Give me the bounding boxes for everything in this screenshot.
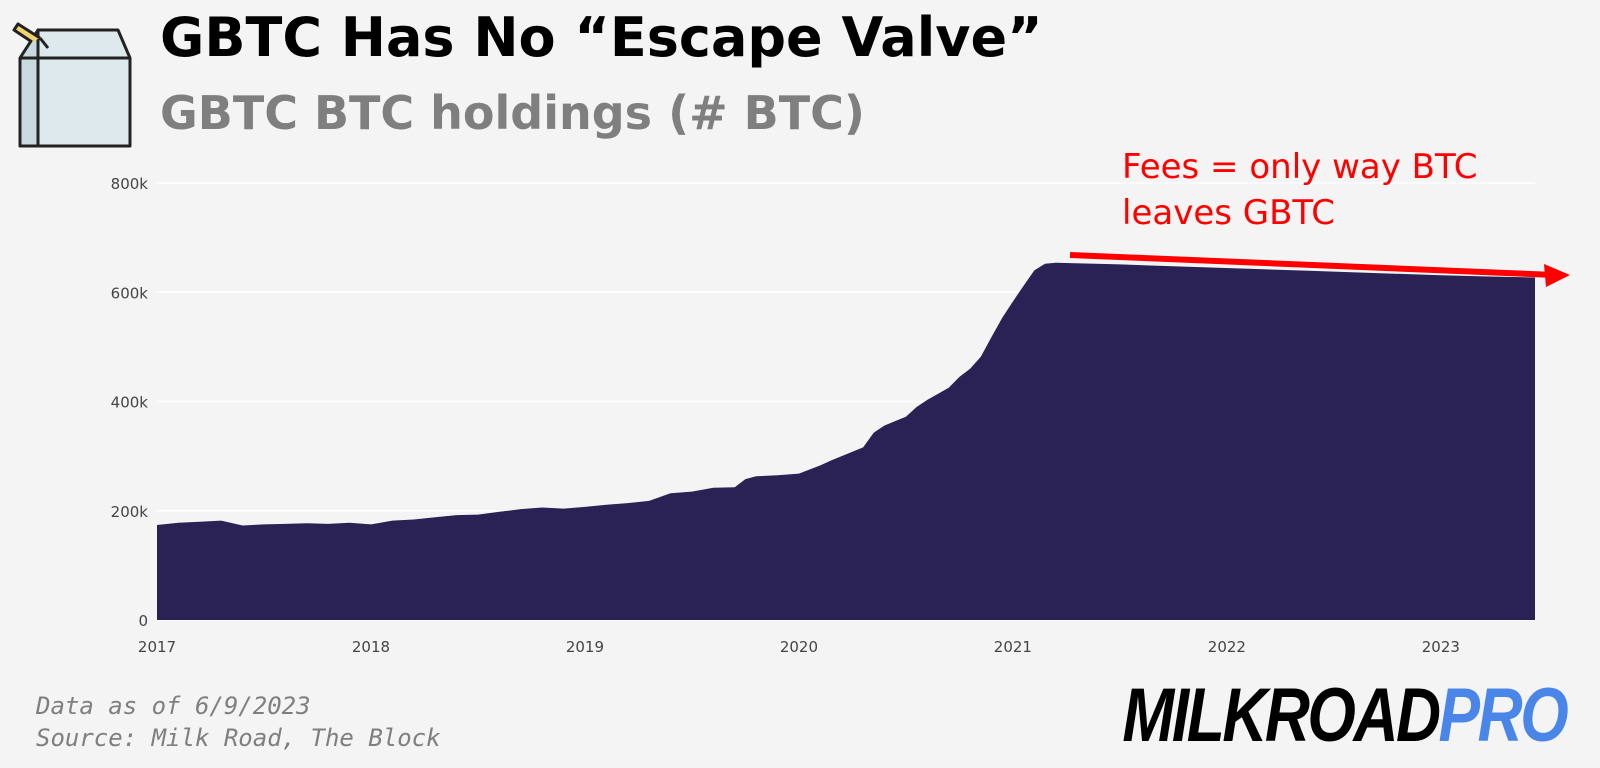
chart-subtitle: GBTC BTC holdings (# BTC)	[160, 86, 865, 140]
x-axis: 2017 2018 2019 2020 2021 2022 2023	[138, 638, 1460, 656]
x-tick-label: 2022	[1208, 638, 1246, 656]
x-tick-label: 2018	[352, 638, 390, 656]
brand-pro-text: PRO	[1438, 673, 1568, 758]
footer-note: Data as of 6/9/2023 Source: Milk Road, T…	[36, 690, 441, 754]
x-tick-label: 2017	[138, 638, 176, 656]
data-date-text: Data as of 6/9/2023	[36, 692, 311, 720]
x-tick-label: 2021	[994, 638, 1032, 656]
brand-main-text: MILKROAD	[1122, 673, 1441, 758]
x-tick-label: 2020	[780, 638, 818, 656]
annotation-line-1: Fees = only way BTC	[1122, 147, 1478, 187]
annotation-arrow	[1069, 252, 1570, 287]
source-text: Source: Milk Road, The Block	[36, 724, 441, 752]
y-axis: 0 200k 400k 600k 800k	[111, 175, 149, 630]
annotation-line-2: leaves GBTC	[1122, 193, 1335, 233]
holdings-area-series	[157, 262, 1535, 620]
y-tick-label: 400k	[111, 394, 149, 412]
chart-title: GBTC Has No “Escape Valve”	[160, 6, 1043, 69]
fees-annotation: Fees = only way BTC leaves GBTC	[1122, 144, 1562, 236]
y-tick-label: 200k	[111, 503, 149, 521]
area-layer	[157, 262, 1535, 620]
milkroad-pro-logo: MILKROADPRO	[1122, 672, 1568, 759]
y-tick-label: 0	[138, 612, 148, 630]
milk-carton-icon	[12, 22, 132, 148]
y-tick-label: 800k	[111, 175, 149, 193]
x-tick-label: 2023	[1422, 638, 1460, 656]
x-tick-label: 2019	[566, 638, 604, 656]
y-tick-label: 600k	[111, 284, 149, 302]
